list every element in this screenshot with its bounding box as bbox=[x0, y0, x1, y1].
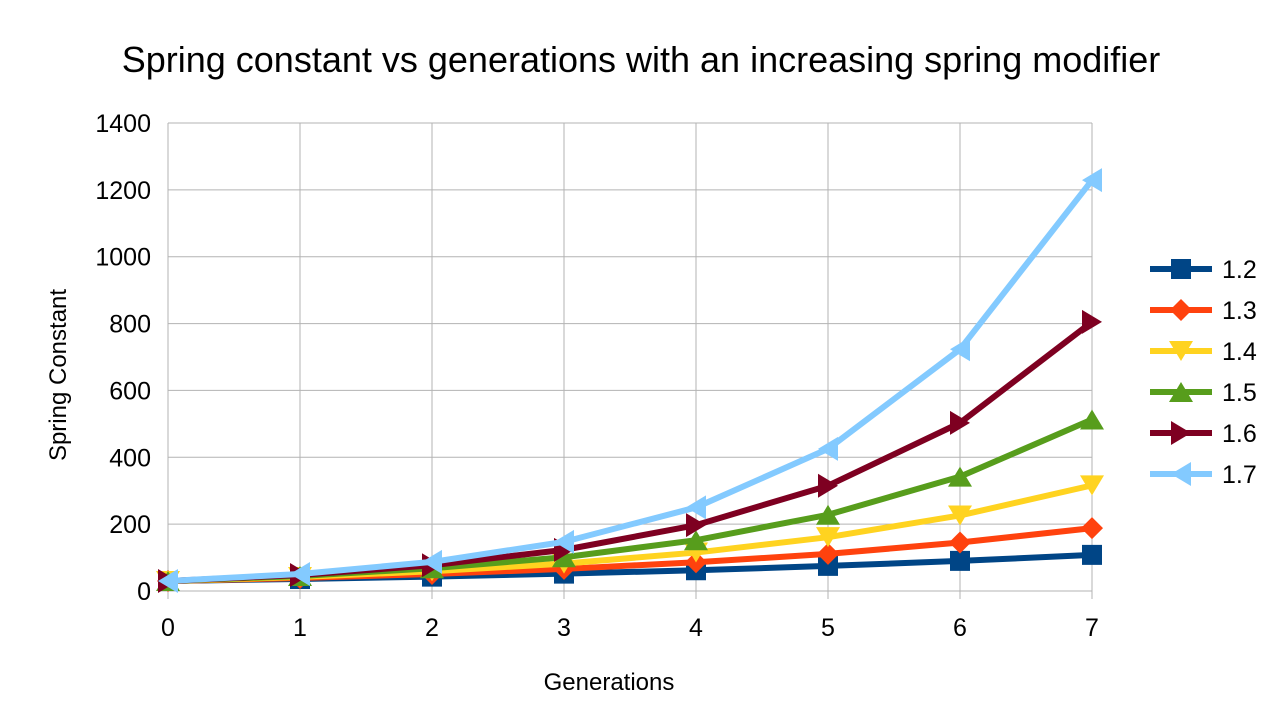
legend-item: 1.5 bbox=[1150, 379, 1257, 407]
data-point bbox=[422, 549, 442, 574]
data-point bbox=[950, 410, 970, 435]
data-point bbox=[552, 547, 576, 568]
x-tick-label: 5 bbox=[821, 614, 835, 642]
x-tick-label: 0 bbox=[161, 614, 175, 642]
data-point bbox=[816, 527, 840, 548]
data-point bbox=[1080, 409, 1104, 430]
y-tick-label: 800 bbox=[109, 311, 151, 339]
legend-label: 1.4 bbox=[1222, 338, 1257, 366]
legend-label: 1.6 bbox=[1222, 420, 1257, 448]
legend-marker bbox=[1169, 341, 1193, 361]
series-line bbox=[167, 178, 1095, 584]
data-point bbox=[1082, 168, 1102, 193]
data-point bbox=[158, 568, 178, 593]
legend-label: 1.7 bbox=[1222, 461, 1257, 489]
data-point bbox=[818, 555, 838, 576]
series-1.7 bbox=[158, 168, 1102, 593]
y-tick-labels: 0 200 400 600 800 1000 1200 1400 bbox=[95, 110, 151, 606]
data-point bbox=[290, 561, 310, 586]
x-tick-label: 4 bbox=[689, 614, 703, 642]
x-axis-title: Generations bbox=[544, 669, 675, 696]
legend-item: 1.6 bbox=[1150, 420, 1257, 448]
legend-marker bbox=[1171, 259, 1191, 279]
legend-label: 1.5 bbox=[1222, 379, 1257, 407]
x-tick-label: 3 bbox=[557, 614, 571, 642]
plot-series bbox=[156, 168, 1104, 593]
y-tick-label: 600 bbox=[109, 377, 151, 405]
data-point bbox=[686, 513, 706, 538]
data-point bbox=[1082, 309, 1102, 334]
y-axis-title: Spring Constant bbox=[45, 289, 72, 461]
data-point bbox=[950, 550, 970, 571]
chart-title: Spring constant vs generations with an i… bbox=[122, 39, 1161, 80]
data-point bbox=[1082, 544, 1102, 565]
legend-item: 1.4 bbox=[1150, 338, 1257, 366]
data-point bbox=[686, 495, 706, 520]
legend-item: 1.3 bbox=[1150, 297, 1257, 325]
data-point bbox=[816, 504, 840, 525]
data-point bbox=[948, 466, 972, 487]
data-point bbox=[818, 436, 838, 461]
y-tick-label: 200 bbox=[109, 511, 151, 539]
data-point bbox=[950, 337, 970, 362]
legend: 1.2 1.3 1.4 1.5 1.6 1.7 bbox=[1150, 256, 1257, 489]
x-tick-labels: 0 1 2 3 4 5 6 7 bbox=[160, 590, 1099, 642]
x-tick-label: 2 bbox=[425, 614, 439, 642]
y-tick-label: 1200 bbox=[95, 177, 151, 205]
legend-label: 1.2 bbox=[1222, 256, 1257, 284]
y-tick-label: 1000 bbox=[95, 244, 151, 272]
data-point bbox=[1081, 517, 1103, 540]
legend-marker bbox=[1171, 421, 1191, 445]
data-point bbox=[817, 542, 839, 565]
y-tick-label: 0 bbox=[137, 578, 151, 606]
legend-marker bbox=[1171, 462, 1191, 486]
data-point bbox=[554, 529, 574, 554]
legend-item: 1.2 bbox=[1150, 256, 1257, 284]
y-tick-label: 1400 bbox=[95, 110, 151, 138]
data-point bbox=[684, 530, 708, 551]
legend-marker bbox=[1170, 299, 1192, 321]
x-tick-label: 1 bbox=[293, 614, 307, 642]
x-tick-label: 6 bbox=[953, 614, 967, 642]
legend-marker bbox=[1169, 382, 1193, 402]
x-tick-label: 7 bbox=[1085, 614, 1099, 642]
data-point bbox=[949, 531, 971, 554]
y-tick-label: 400 bbox=[109, 444, 151, 472]
data-point bbox=[948, 505, 972, 526]
legend-label: 1.3 bbox=[1222, 297, 1257, 325]
data-point bbox=[1080, 475, 1104, 496]
data-point bbox=[818, 473, 838, 498]
legend-item: 1.7 bbox=[1150, 461, 1257, 489]
